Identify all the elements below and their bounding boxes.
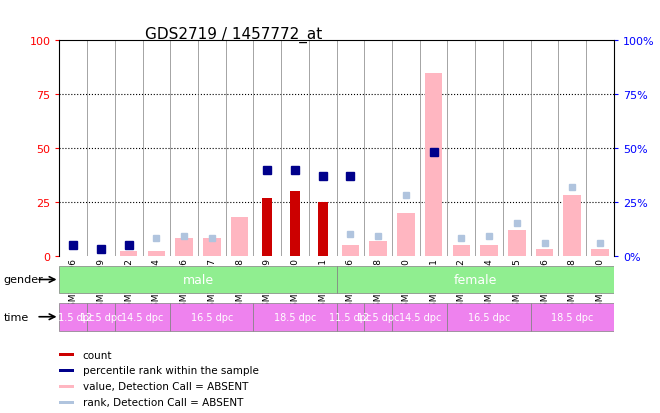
Bar <box>59 266 337 294</box>
Bar <box>536 249 553 256</box>
Text: time: time <box>3 312 28 322</box>
Bar <box>59 369 75 372</box>
Bar <box>397 213 414 256</box>
Text: 11.5 dpc: 11.5 dpc <box>52 312 94 322</box>
Bar <box>290 192 300 256</box>
Bar <box>337 266 614 294</box>
Bar <box>87 303 115 331</box>
Bar <box>318 202 327 256</box>
Bar <box>364 303 392 331</box>
Bar <box>453 245 470 256</box>
Bar <box>253 303 337 331</box>
Bar <box>231 217 248 256</box>
Bar <box>564 196 581 256</box>
Text: 16.5 dpc: 16.5 dpc <box>191 312 233 322</box>
Bar <box>176 239 193 256</box>
Text: 18.5 dpc: 18.5 dpc <box>274 312 316 322</box>
Bar <box>59 401 75 404</box>
Bar <box>170 303 253 331</box>
Text: rank, Detection Call = ABSENT: rank, Detection Call = ABSENT <box>82 397 243 407</box>
Text: gender: gender <box>3 275 43 285</box>
Bar <box>480 245 498 256</box>
Text: 12.5 dpc: 12.5 dpc <box>80 312 122 322</box>
Bar <box>370 241 387 256</box>
Bar <box>531 303 614 331</box>
Bar <box>425 74 442 256</box>
Bar <box>203 239 220 256</box>
Text: count: count <box>82 350 112 360</box>
Text: GDS2719 / 1457772_at: GDS2719 / 1457772_at <box>145 27 323 43</box>
Text: 18.5 dpc: 18.5 dpc <box>551 312 593 322</box>
Text: value, Detection Call = ABSENT: value, Detection Call = ABSENT <box>82 382 248 392</box>
Bar <box>337 303 364 331</box>
Bar <box>115 303 170 331</box>
Text: 14.5 dpc: 14.5 dpc <box>121 312 164 322</box>
Text: male: male <box>182 273 214 286</box>
Text: 11.5 dpc: 11.5 dpc <box>329 312 372 322</box>
Text: 14.5 dpc: 14.5 dpc <box>399 312 441 322</box>
Bar <box>342 245 359 256</box>
Bar <box>263 198 272 256</box>
Bar <box>392 303 447 331</box>
Bar <box>447 303 531 331</box>
Text: female: female <box>453 273 497 286</box>
Text: percentile rank within the sample: percentile rank within the sample <box>82 366 259 375</box>
Text: 12.5 dpc: 12.5 dpc <box>357 312 399 322</box>
Bar <box>148 252 165 256</box>
Bar <box>591 249 609 256</box>
Text: 16.5 dpc: 16.5 dpc <box>468 312 510 322</box>
Bar <box>59 303 87 331</box>
Bar <box>59 385 75 388</box>
Bar <box>508 230 525 256</box>
Bar <box>59 353 75 356</box>
Bar <box>120 252 137 256</box>
